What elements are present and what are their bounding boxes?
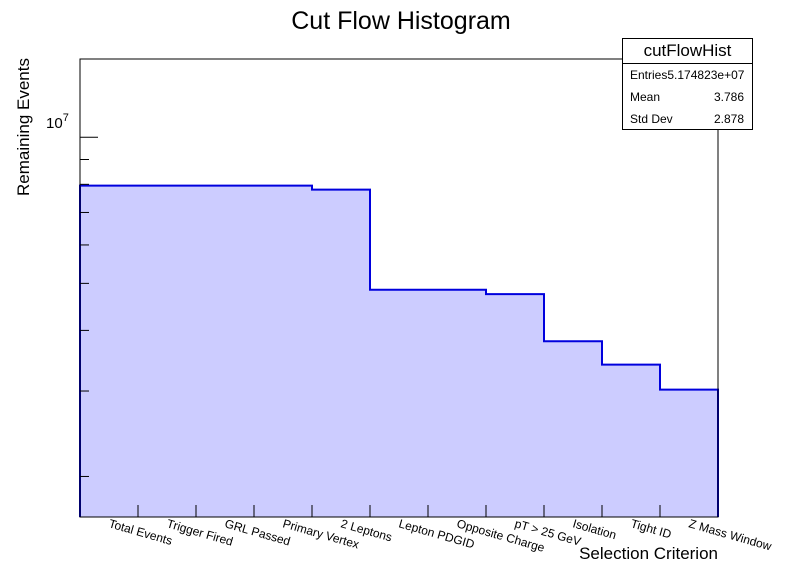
histogram-bin	[80, 185, 139, 518]
y-major-tick-exponent: 7	[63, 112, 69, 124]
x-tick-label: Total Events	[107, 516, 174, 547]
x-tick-label: Tight ID	[629, 516, 673, 541]
histogram-bin	[602, 364, 661, 517]
histogram-bin	[196, 185, 255, 518]
y-major-tick-label: 107	[46, 112, 69, 132]
x-tick-label: Trigger Fired	[165, 516, 234, 548]
chart-title: Cut Flow Histogram	[291, 7, 511, 35]
histogram-bin	[428, 289, 487, 517]
histogram-bin	[312, 189, 371, 517]
stats-mean-label: Mean	[630, 90, 661, 104]
histogram-bin	[254, 185, 313, 518]
plot-frame	[79, 58, 719, 518]
stats-stddev-value: 2.878	[713, 112, 744, 126]
y-axis-label: Remaining Events	[14, 58, 33, 196]
stats-entries-value: 5.174823e+07	[667, 68, 745, 82]
histogram-outline	[79, 184, 719, 517]
histogram-bin	[544, 341, 603, 517]
stats-row-mean: Mean 3.786	[623, 86, 752, 108]
stats-box: cutFlowHist Entries 5.174823e+07 Mean 3.…	[622, 38, 753, 130]
stats-entries-label: Entries	[630, 68, 668, 82]
stats-title: cutFlowHist	[623, 39, 752, 64]
stats-row-entries: Entries 5.174823e+07	[623, 64, 752, 86]
stats-row-stddev: Std Dev 2.878	[623, 108, 752, 130]
histogram-bin	[660, 389, 719, 517]
histogram-bin	[486, 294, 545, 517]
stats-mean-value: 3.786	[713, 90, 744, 104]
histogram-bin	[138, 185, 197, 518]
histogram-bin	[370, 289, 429, 517]
x-axis-label: Selection Criterion	[579, 544, 718, 563]
x-tick-label: GRL Passed	[223, 516, 292, 548]
stats-stddev-label: Std Dev	[630, 112, 673, 126]
y-major-tick-base: 10	[46, 115, 63, 132]
